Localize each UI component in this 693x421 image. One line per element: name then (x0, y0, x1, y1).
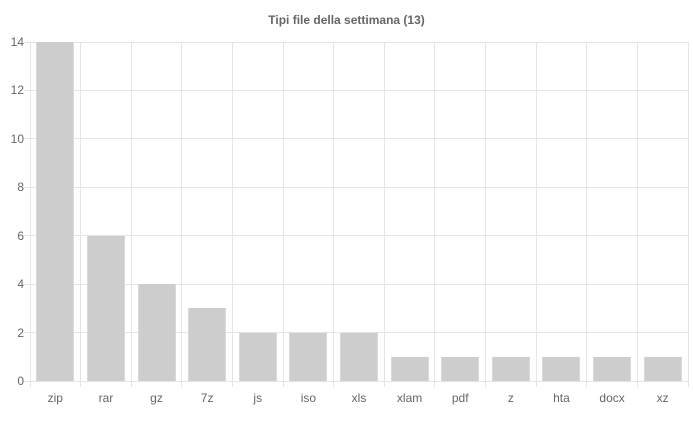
h-gridline (24, 186, 688, 188)
x-tick-label: pdf (451, 391, 469, 405)
bar-z (491, 356, 530, 381)
bar-gz (137, 284, 176, 381)
h-gridline (24, 138, 688, 140)
v-gridline (181, 42, 183, 387)
x-tick-label: hta (553, 391, 570, 405)
y-tick-label: 10 (10, 131, 24, 146)
v-gridline (282, 42, 284, 387)
x-tick-label: gz (150, 391, 163, 405)
x-tick-label: zip (47, 391, 63, 405)
x-tick-label: xz (656, 391, 669, 405)
bar-xlam (390, 356, 429, 381)
x-tick-label: z (507, 391, 514, 405)
chart-title: Tipi file della settimana (13) (268, 13, 425, 27)
v-gridline (231, 42, 233, 387)
x-tick-label: 7z (200, 391, 214, 405)
y-tick-label: 4 (17, 277, 24, 292)
bar-iso (289, 332, 328, 381)
y-tick-label: 8 (17, 180, 24, 195)
h-gridline (24, 89, 688, 91)
y-tick-label: 0 (17, 374, 24, 388)
h-gridline (24, 41, 688, 43)
v-gridline (29, 42, 31, 387)
y-tick-label: 6 (17, 228, 24, 243)
x-tick-label: xlam (396, 391, 423, 405)
y-tick-label: 14 (10, 35, 24, 49)
bar-rar (86, 235, 125, 381)
bar-7z (188, 308, 227, 381)
v-gridline (687, 42, 689, 387)
x-tick-label: xls (351, 391, 367, 405)
bar-zip (36, 42, 75, 381)
bar-xz (643, 356, 682, 381)
v-gridline (80, 42, 82, 387)
x-tick-label: js (253, 391, 263, 405)
v-gridline (535, 42, 537, 387)
bar-pdf (441, 356, 480, 381)
h-gridline (24, 380, 688, 382)
v-gridline (333, 42, 335, 387)
v-gridline (383, 42, 385, 387)
h-gridline (24, 235, 688, 237)
v-gridline (434, 42, 436, 387)
v-gridline (130, 42, 132, 387)
v-gridline (636, 42, 638, 387)
h-gridline (24, 283, 688, 285)
bar-js (238, 332, 277, 381)
y-tick-label: 2 (17, 325, 24, 340)
v-gridline (586, 42, 588, 387)
x-tick-label: rar (98, 391, 114, 405)
v-gridline (485, 42, 487, 387)
bar-docx (593, 356, 632, 381)
y-tick-label: 12 (10, 83, 24, 98)
bar-hta (542, 356, 581, 381)
x-tick-label: iso (300, 391, 317, 405)
x-tick-label: docx (599, 391, 625, 405)
bar-xls (340, 332, 378, 381)
